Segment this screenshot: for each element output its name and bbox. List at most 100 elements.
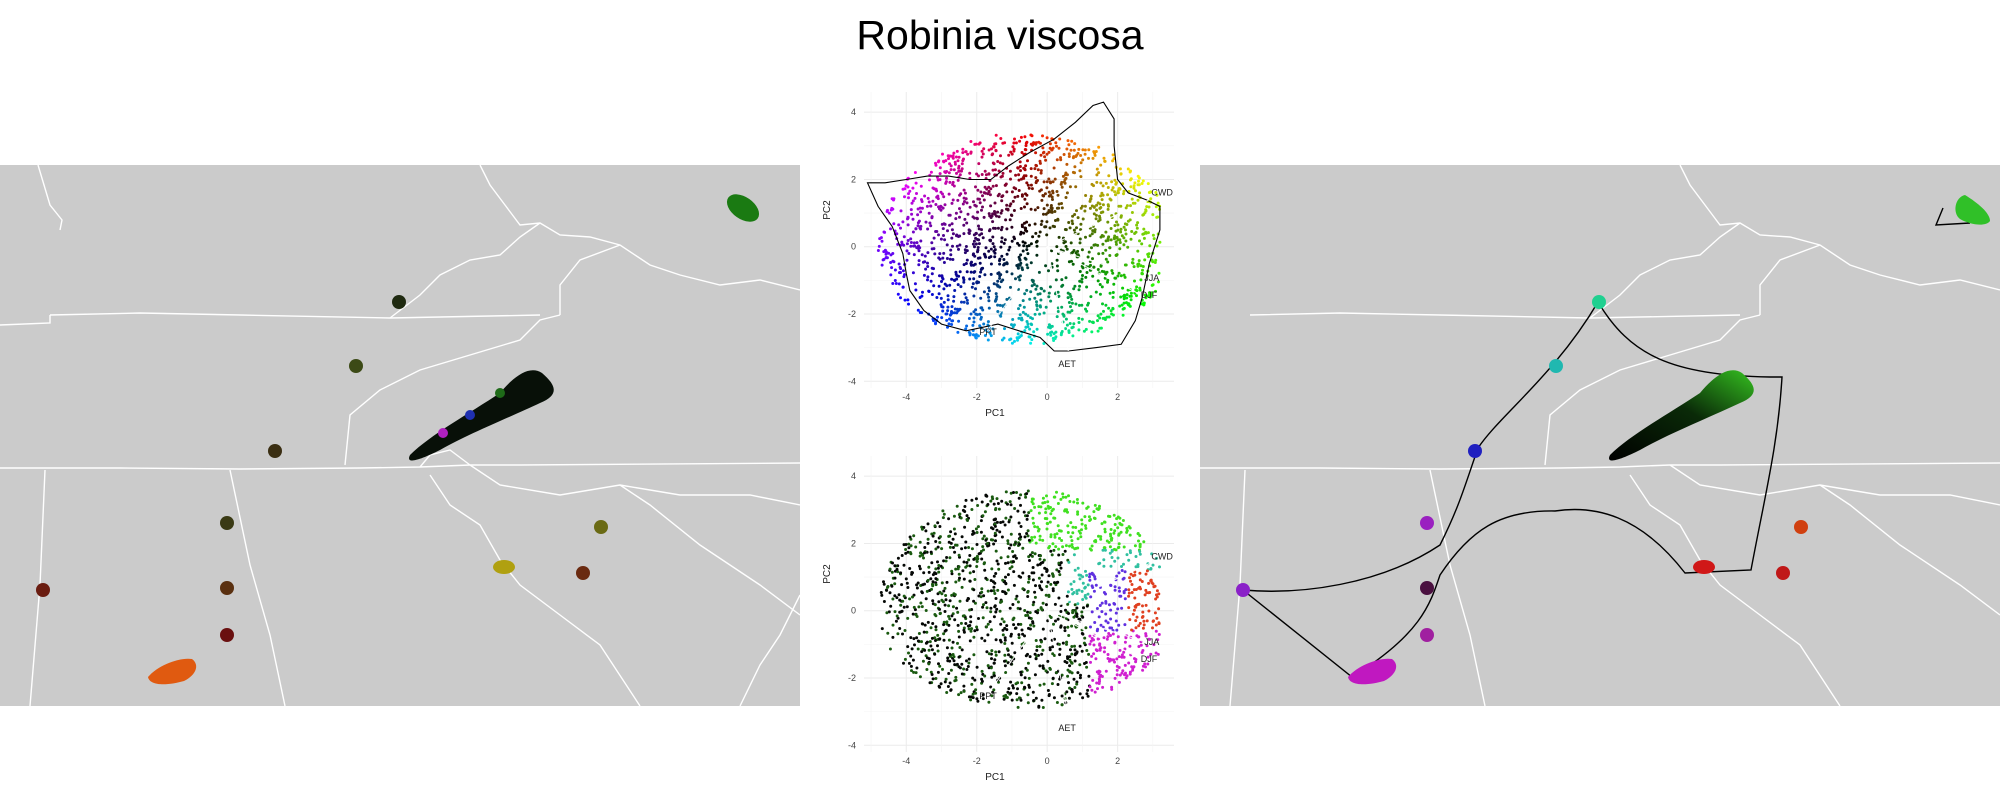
data-point [1147, 609, 1151, 613]
data-point [1095, 629, 1099, 633]
data-point [989, 628, 993, 632]
data-point [1155, 193, 1159, 197]
data-point [922, 571, 926, 575]
data-point [952, 151, 956, 155]
data-point [1045, 220, 1049, 224]
data-point [1117, 271, 1121, 275]
data-point [1071, 325, 1075, 329]
data-point [989, 187, 993, 191]
data-point [984, 191, 987, 195]
data-point [1083, 636, 1087, 640]
data-point [948, 659, 952, 663]
data-point [998, 276, 1002, 280]
data-point [936, 649, 940, 653]
data-point [1047, 269, 1050, 273]
data-point [951, 198, 955, 202]
data-point [1053, 602, 1057, 606]
data-point [1122, 301, 1126, 305]
data-point [1005, 624, 1009, 628]
data-point [906, 550, 910, 554]
data-point [1034, 231, 1038, 235]
data-point [936, 633, 940, 637]
data-point [931, 599, 935, 603]
occurrence-point [1794, 520, 1808, 534]
data-point [1088, 634, 1092, 638]
data-point [1067, 155, 1071, 158]
data-point [1067, 143, 1071, 147]
data-point [1012, 235, 1016, 239]
data-point [967, 317, 971, 320]
data-point [1033, 222, 1037, 226]
data-point [1053, 535, 1057, 539]
data-point [1000, 209, 1004, 213]
data-point [1090, 330, 1094, 334]
data-point [937, 684, 941, 688]
data-point [969, 150, 973, 154]
data-point [1028, 655, 1032, 659]
data-point [1099, 312, 1103, 316]
data-point [1098, 504, 1101, 508]
data-point [1058, 529, 1062, 533]
data-point [1093, 228, 1097, 232]
data-point [1008, 500, 1012, 504]
data-point [1102, 591, 1106, 594]
data-point [1077, 328, 1081, 332]
data-point [914, 227, 918, 231]
data-point [1003, 638, 1007, 642]
data-point [1122, 591, 1126, 595]
data-point [1026, 183, 1030, 187]
data-point [991, 497, 995, 501]
data-point [1032, 330, 1036, 334]
data-point [958, 207, 961, 211]
data-point [969, 629, 973, 633]
occurrence-point [392, 295, 406, 309]
data-point [1120, 606, 1124, 610]
x-tick-label: -4 [902, 392, 910, 402]
data-point [1119, 530, 1123, 534]
data-point [951, 605, 955, 609]
data-point [1106, 657, 1110, 660]
data-point [1088, 319, 1092, 323]
x-tick-label: 2 [1115, 392, 1120, 402]
data-point [1003, 238, 1007, 242]
data-point [1089, 295, 1093, 299]
data-point [931, 573, 935, 577]
data-point [1000, 338, 1004, 342]
data-point [1092, 265, 1096, 269]
data-point [905, 249, 909, 253]
data-point [926, 275, 930, 279]
data-point [1112, 531, 1116, 535]
data-point [1151, 563, 1155, 567]
data-point [1060, 206, 1064, 210]
data-point [1090, 544, 1094, 548]
data-point [1041, 601, 1045, 605]
data-point [1088, 519, 1092, 522]
data-point [972, 588, 976, 592]
data-point [1108, 545, 1112, 549]
data-point [1090, 320, 1094, 324]
data-point [1017, 574, 1021, 578]
data-point [999, 211, 1003, 215]
data-point [1060, 185, 1064, 189]
data-point [937, 233, 940, 237]
data-point [967, 695, 971, 699]
data-point [1047, 194, 1051, 198]
data-point [1053, 581, 1056, 585]
data-point [1158, 240, 1162, 244]
data-point [982, 322, 986, 326]
data-point [983, 568, 987, 572]
data-point [951, 232, 955, 236]
data-point [1051, 572, 1054, 576]
data-point [904, 577, 908, 581]
data-point [1034, 141, 1038, 145]
data-point [953, 289, 957, 292]
data-point [1050, 330, 1054, 334]
data-point [1150, 291, 1154, 295]
data-point [1014, 626, 1018, 630]
data-point [937, 570, 941, 574]
data-point [1060, 694, 1064, 698]
data-point [916, 639, 920, 643]
data-point [996, 310, 1000, 313]
data-point [1055, 245, 1059, 249]
data-point [903, 195, 906, 199]
